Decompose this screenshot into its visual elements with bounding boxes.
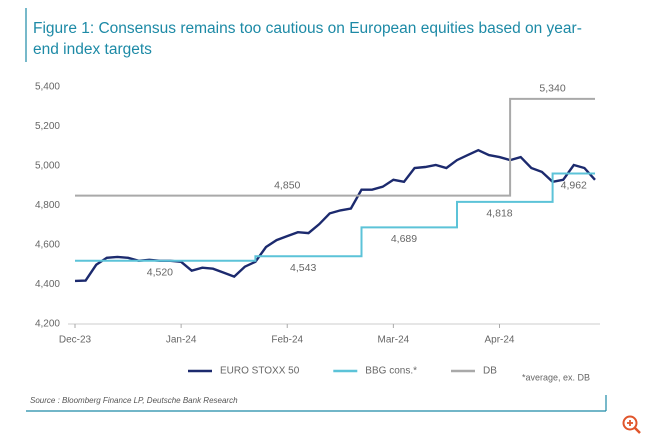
series-line: [75, 97, 595, 197]
y-tick-label: 5,400: [35, 82, 60, 93]
data-label: 4,543: [290, 262, 316, 274]
data-label: 5,340: [539, 83, 565, 95]
x-tick-label: Mar-24: [378, 335, 410, 346]
chart-title: Figure 1: Consensus remains too cautious…: [33, 20, 582, 58]
source: Source : Bloomberg Finance LP, Deutsche …: [30, 396, 238, 405]
legend-label: BBG cons.*: [365, 366, 417, 377]
note: *average, ex. DB: [522, 372, 590, 382]
x-tick-label: Feb-24: [271, 335, 303, 346]
y-tick-label: 5,200: [35, 121, 60, 132]
data-label: 4,962: [561, 179, 587, 191]
data-label: 4,520: [147, 267, 173, 279]
y-tick-label: 4,800: [35, 200, 60, 211]
data-label: 4,689: [391, 233, 417, 245]
y-tick-label: 4,400: [35, 279, 60, 290]
series-line: [75, 172, 595, 262]
x-tick-label: Jan-24: [166, 335, 197, 346]
y-tick-label: 4,200: [35, 319, 60, 330]
data-label: 4,818: [486, 208, 512, 220]
legend-label: EURO STOXX 50: [220, 366, 300, 377]
legend-label: DB: [483, 366, 497, 377]
zoom-icon[interactable]: [622, 415, 641, 434]
x-tick-label: Dec-23: [59, 335, 92, 346]
y-tick-label: 4,600: [35, 240, 60, 251]
y-tick-label: 5,000: [35, 161, 60, 172]
x-tick-label: Apr-24: [484, 335, 514, 346]
data-label: 4,850: [274, 179, 300, 191]
